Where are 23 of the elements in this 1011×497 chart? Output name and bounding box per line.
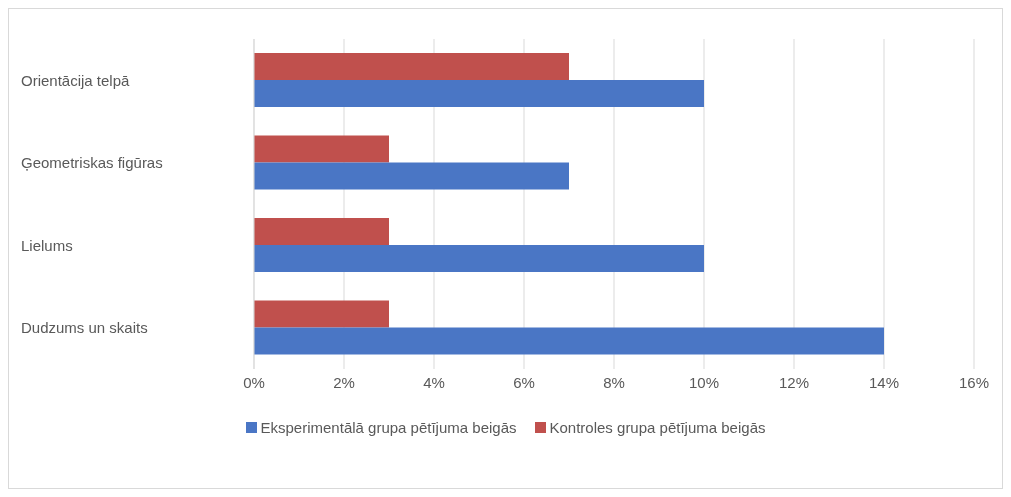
x-tick-label: 2%: [333, 373, 355, 391]
x-tick-label: 6%: [513, 373, 535, 391]
y-tick-label: Lielums: [21, 236, 73, 254]
bar: [254, 162, 569, 190]
x-tick-label: 0%: [243, 373, 265, 391]
x-tick-label: 16%: [958, 373, 990, 391]
x-tick-label: 10%: [688, 373, 720, 391]
y-tick-label: Ģeometriskas figūras: [21, 154, 163, 172]
x-tick-label: 4%: [423, 373, 445, 391]
bar: [254, 80, 704, 108]
bar: [254, 53, 569, 81]
legend-label: Eksperimentālā grupa pētījuma beigās: [260, 419, 517, 436]
bar: [254, 218, 389, 246]
y-tick-label: Orientācija telpā: [21, 71, 131, 89]
bar: [254, 300, 389, 328]
x-tick-label: 12%: [778, 373, 810, 391]
legend-label: Kontroles grupa pētījuma beigās: [549, 419, 766, 436]
bar: [254, 245, 704, 273]
x-tick-label: 14%: [868, 373, 900, 391]
x-tick-label: 8%: [603, 373, 625, 391]
y-tick-label: Dudzums un skaits: [21, 319, 148, 337]
bar: [254, 327, 884, 355]
bar: [254, 135, 389, 163]
